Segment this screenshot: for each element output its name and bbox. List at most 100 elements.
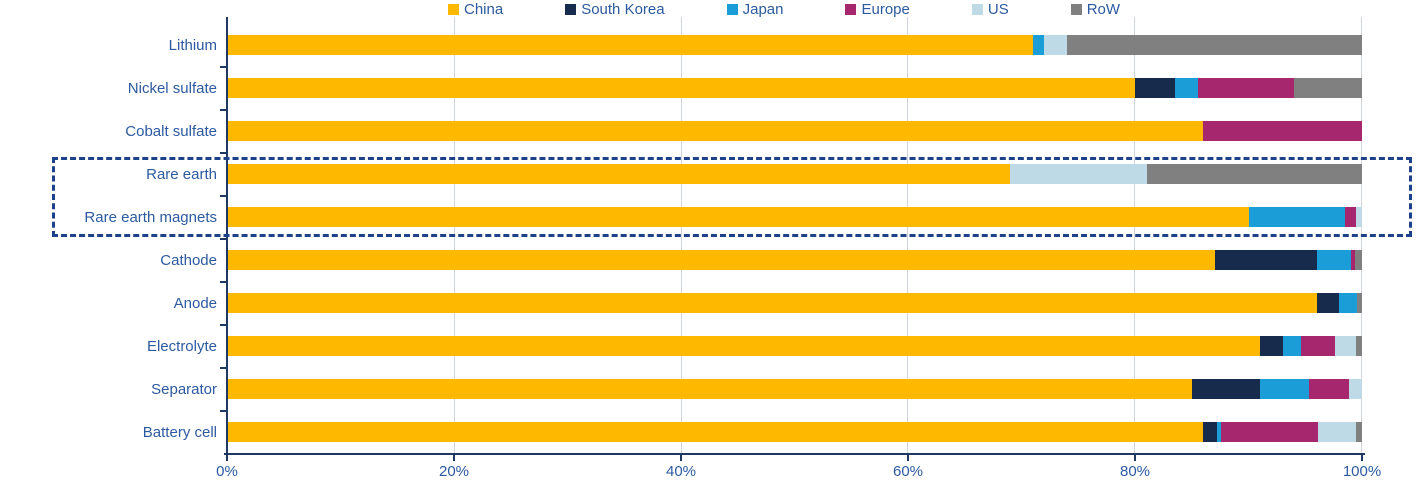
bar-segment-china xyxy=(228,121,1204,141)
bar-segment-row xyxy=(1067,35,1362,55)
bar-segment-japan xyxy=(1316,250,1351,270)
y-tick xyxy=(220,367,228,369)
category-label: Lithium xyxy=(168,37,217,54)
bar-segment-japan xyxy=(1339,293,1358,313)
y-tick xyxy=(220,66,228,68)
y-tick xyxy=(220,281,228,283)
legend-swatch-china-icon xyxy=(448,4,459,15)
bar-segment-japan xyxy=(1033,35,1045,55)
bar-track xyxy=(228,121,1362,141)
bar-segment-row xyxy=(1356,336,1362,356)
legend-label: Japan xyxy=(742,1,784,18)
chart-row-electrolyte: Electrolyte xyxy=(147,325,1362,368)
chart-row-anode: Anode xyxy=(174,282,1362,325)
bar-segment-europe xyxy=(1308,379,1350,399)
category-label: Anode xyxy=(173,295,217,312)
bar-segment-china xyxy=(228,207,1249,227)
bar-segment-china xyxy=(228,379,1192,399)
legend-label: China xyxy=(464,1,504,18)
bar-segment-japan xyxy=(1216,422,1222,442)
chart-row-lithium: Lithium xyxy=(169,24,1362,67)
category-label: Electrolyte xyxy=(146,338,217,355)
bar-segment-china xyxy=(228,164,1011,184)
legend-item-china: China xyxy=(448,1,503,18)
bar-segment-china xyxy=(228,422,1204,442)
bar-segment-row xyxy=(1146,164,1362,184)
bar-segment-us xyxy=(1356,207,1362,227)
bar-track xyxy=(228,78,1362,98)
x-tick-label: 20% xyxy=(438,463,470,480)
y-tick xyxy=(220,324,228,326)
bar-segment-china xyxy=(228,78,1136,98)
chart-row-battery-cell: Battery cell xyxy=(143,411,1362,454)
bar-track xyxy=(228,293,1362,313)
chart-row-cathode: Cathode xyxy=(160,239,1362,282)
bar-segment-china xyxy=(228,250,1215,270)
bar-track xyxy=(228,164,1362,184)
x-tick xyxy=(453,453,455,461)
bar-segment-japan xyxy=(1174,78,1198,98)
category-label: Nickel sulfate xyxy=(127,80,217,97)
y-tick xyxy=(220,152,228,154)
category-label: Rare earth magnets xyxy=(84,209,217,226)
y-tick xyxy=(220,238,228,240)
bar-segment-china xyxy=(228,293,1317,313)
bar-segment-row xyxy=(1356,422,1362,442)
legend-swatch-south-korea-icon xyxy=(565,4,577,15)
legend-swatch-japan-icon xyxy=(726,4,738,15)
legend-swatch-us-icon xyxy=(971,4,983,15)
bar-segment-south-korea xyxy=(1203,422,1217,442)
chart-row-cobalt-sulfate: Cobalt sulfate xyxy=(125,110,1362,153)
bar-segment-china xyxy=(228,336,1260,356)
legend-item-europe: Europe xyxy=(845,1,910,18)
bar-segment-row xyxy=(1355,250,1362,270)
bar-segment-japan xyxy=(1282,336,1301,356)
chart-row-rare-earth: Rare earth xyxy=(146,153,1362,196)
y-tick xyxy=(220,410,228,412)
y-tick xyxy=(220,109,228,111)
category-label: Rare earth xyxy=(146,166,217,183)
bar-segment-row xyxy=(1357,293,1362,313)
bar-segment-south-korea xyxy=(1191,379,1260,399)
bar-segment-europe xyxy=(1221,422,1318,442)
bar-track xyxy=(228,379,1362,399)
x-tick-label: 60% xyxy=(892,463,924,480)
bar-track xyxy=(228,336,1362,356)
legend-item-south-korea: South Korea xyxy=(565,1,665,18)
chart-row-rare-earth-magnets: Rare earth magnets xyxy=(84,196,1362,239)
category-label: Battery cell xyxy=(142,424,217,441)
bar-segment-south-korea xyxy=(1316,293,1340,313)
bar-segment-us xyxy=(1349,379,1362,399)
x-tick-label: 80% xyxy=(1119,463,1151,480)
y-tick xyxy=(220,195,228,197)
legend-label: RoW xyxy=(1086,1,1121,18)
bar-segment-china xyxy=(228,35,1034,55)
x-tick xyxy=(1134,453,1136,461)
category-label: Separator xyxy=(151,381,217,398)
x-tick xyxy=(226,453,228,461)
x-tick xyxy=(1361,453,1363,461)
bar-track xyxy=(228,35,1362,55)
bar-segment-south-korea xyxy=(1259,336,1283,356)
x-tick xyxy=(680,453,682,461)
bar-track xyxy=(228,207,1362,227)
legend-item-us: US xyxy=(971,1,1009,18)
legend-swatch-row-icon xyxy=(1070,4,1082,15)
chart-row-separator: Separator xyxy=(151,368,1362,411)
bar-track xyxy=(228,250,1362,270)
plot-area: Lithium Nickel sulfate Cobalt sulfate Rare … xyxy=(84,17,1362,454)
x-axis-line xyxy=(224,453,1365,455)
bar-segment-row xyxy=(1293,78,1362,98)
chart-row-nickel-sulfate: Nickel sulfate xyxy=(128,67,1362,110)
bar-segment-japan xyxy=(1259,379,1309,399)
bar-segment-europe xyxy=(1300,336,1335,356)
bar-track xyxy=(228,422,1362,442)
bar-segment-us xyxy=(1317,422,1357,442)
bar-segment-south-korea xyxy=(1135,78,1175,98)
bar-segment-europe xyxy=(1344,207,1357,227)
bar-segment-europe xyxy=(1350,250,1356,270)
legend-item-japan: Japan xyxy=(726,1,784,18)
bar-segment-us xyxy=(1044,35,1068,55)
legend-label: US xyxy=(987,1,1009,18)
